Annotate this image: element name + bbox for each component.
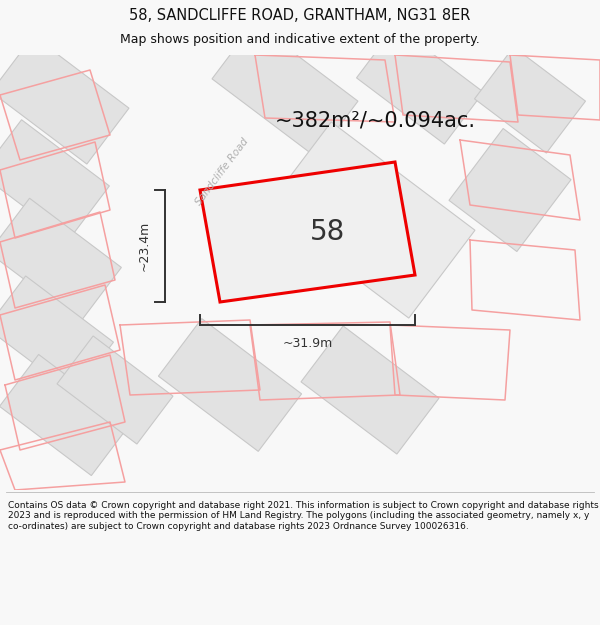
Text: ~23.4m: ~23.4m <box>138 221 151 271</box>
Text: Map shows position and indicative extent of the property.: Map shows position and indicative extent… <box>120 32 480 46</box>
Text: ~31.9m: ~31.9m <box>283 337 332 350</box>
Polygon shape <box>265 122 475 318</box>
Polygon shape <box>0 120 109 240</box>
Text: Contains OS data © Crown copyright and database right 2021. This information is : Contains OS data © Crown copyright and d… <box>8 501 599 531</box>
Polygon shape <box>0 354 130 476</box>
Text: 58: 58 <box>310 218 345 246</box>
Polygon shape <box>158 319 302 451</box>
Polygon shape <box>0 276 113 394</box>
Polygon shape <box>200 162 415 302</box>
Polygon shape <box>475 47 586 153</box>
Polygon shape <box>356 26 484 144</box>
Polygon shape <box>212 23 358 157</box>
Polygon shape <box>0 36 129 164</box>
Polygon shape <box>301 326 439 454</box>
Polygon shape <box>449 129 571 251</box>
Text: Sandcliffe Road: Sandcliffe Road <box>194 136 250 208</box>
Polygon shape <box>0 198 121 322</box>
Text: 58, SANDCLIFFE ROAD, GRANTHAM, NG31 8ER: 58, SANDCLIFFE ROAD, GRANTHAM, NG31 8ER <box>130 8 470 22</box>
Text: ~382m²/~0.094ac.: ~382m²/~0.094ac. <box>275 110 476 130</box>
Polygon shape <box>57 336 173 444</box>
